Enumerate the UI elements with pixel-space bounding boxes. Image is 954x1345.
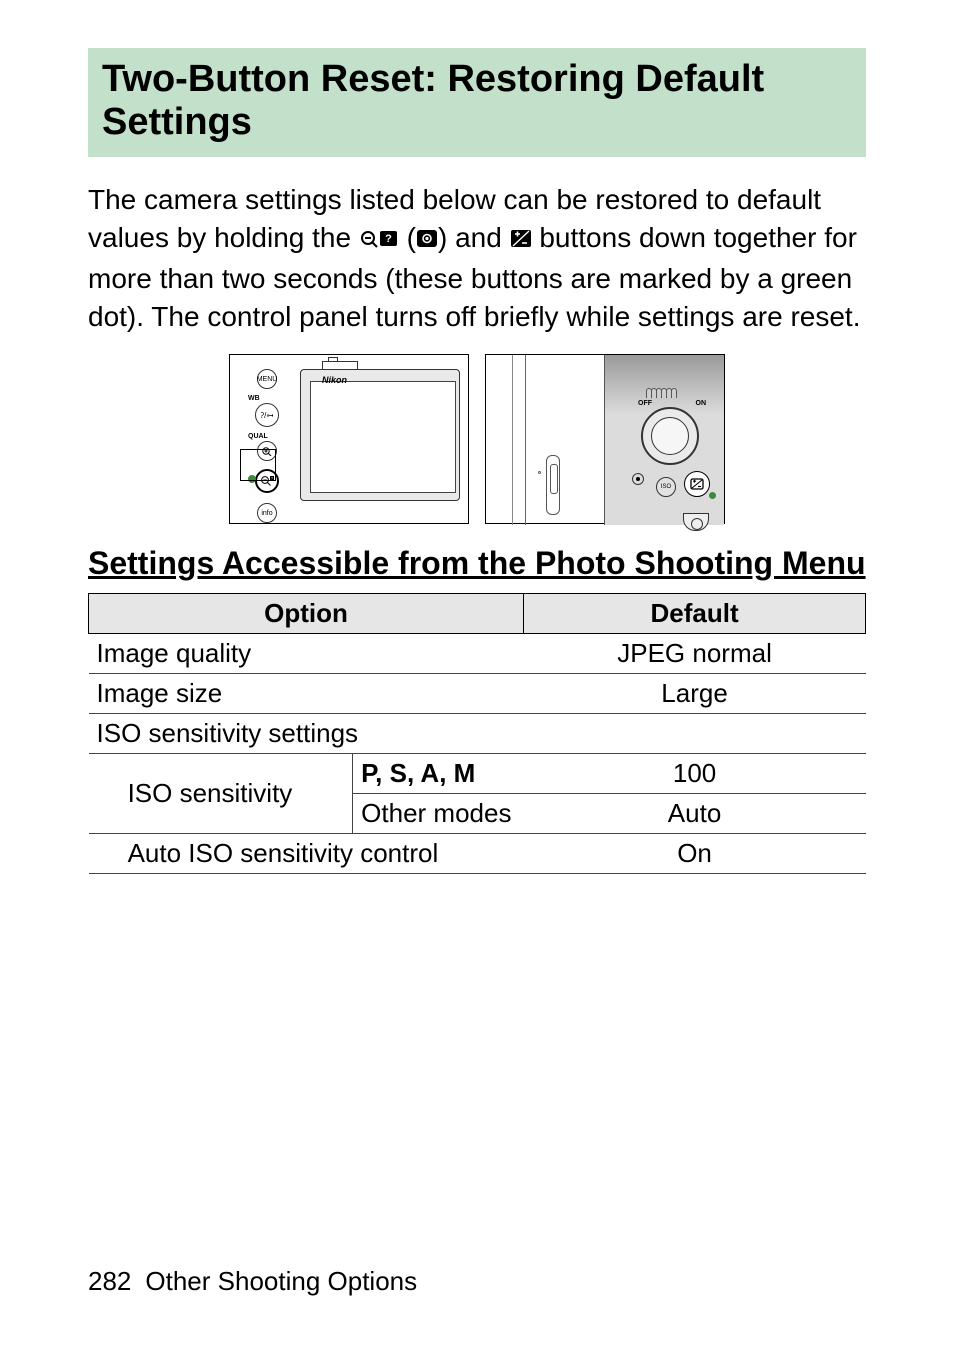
- page: Two-Button Reset: Restoring Default Sett…: [0, 0, 954, 1345]
- table-header-row: Option Default: [89, 593, 866, 633]
- intro-paragraph: The camera settings listed below can be …: [88, 181, 866, 336]
- page-number: 282: [88, 1266, 131, 1297]
- on-label: ON: [696, 400, 707, 407]
- highlight-box-left: [240, 449, 276, 481]
- opt-iso-sensitivity: ISO sensitivity: [120, 753, 353, 833]
- intro-seg2: (: [399, 222, 416, 253]
- section-subheading: Settings Accessible from the Photo Shoot…: [88, 544, 866, 582]
- metering-icon: [416, 222, 438, 260]
- indent-spacer: [89, 833, 120, 873]
- menu-button-icon: MENU: [257, 369, 277, 389]
- zoom-out-help-icon: ?: [359, 222, 399, 260]
- strap-lug-icon: [683, 513, 709, 531]
- def-image-size: Large: [524, 673, 866, 713]
- opt-image-size: Image size: [89, 673, 524, 713]
- exposure-comp-icon: [510, 222, 532, 260]
- title-band: Two-Button Reset: Restoring Default Sett…: [88, 48, 866, 157]
- brand-label: Nikon: [322, 375, 347, 385]
- def-iso-other: Auto: [524, 793, 866, 833]
- figures-row: Nikon MENU WB ?/⊶ QUAL ? info: [88, 354, 866, 524]
- def-auto-iso: On: [524, 833, 866, 873]
- def-iso-psam: 100: [524, 753, 866, 793]
- table-row: Image quality JPEG normal: [89, 633, 866, 673]
- svg-text:?: ?: [385, 233, 392, 245]
- table-row: ISO sensitivity P, S, A, M 100: [89, 753, 866, 793]
- modes-psam: P, S, A, M: [353, 753, 524, 793]
- col-default: Default: [524, 593, 866, 633]
- svg-text:?/⊶: ?/⊶: [261, 411, 273, 420]
- col-option: Option: [89, 593, 524, 633]
- page-footer: 282 Other Shooting Options: [88, 1266, 866, 1297]
- table-row: ISO sensitivity settings: [89, 713, 866, 753]
- wb-label: WB: [248, 395, 290, 402]
- indent-spacer: [89, 753, 120, 833]
- camera-back-figure: Nikon MENU WB ?/⊶ QUAL ? info: [229, 354, 469, 524]
- page-title: Two-Button Reset: Restoring Default Sett…: [102, 58, 852, 143]
- info-button-icon: info: [257, 503, 277, 523]
- footer-section: Other Shooting Options: [145, 1266, 417, 1297]
- opt-auto-iso: Auto ISO sensitivity control: [120, 833, 524, 873]
- wb-button-icon: ?/⊶: [255, 403, 279, 427]
- table-row: Image size Large: [89, 673, 866, 713]
- group-iso-settings: ISO sensitivity settings: [89, 713, 866, 753]
- table-row: Auto ISO sensitivity control On: [89, 833, 866, 873]
- intro-seg3: ) and: [438, 222, 510, 253]
- def-image-quality: JPEG normal: [524, 633, 866, 673]
- settings-table: Option Default Image quality JPEG normal…: [88, 593, 866, 874]
- strap-slot-icon: [546, 455, 560, 515]
- camera-top-figure: OFF ON ISO: [485, 354, 725, 524]
- modes-other: Other modes: [353, 793, 524, 833]
- off-label: OFF: [638, 400, 652, 407]
- opt-image-quality: Image quality: [89, 633, 524, 673]
- qual-label: QUAL: [248, 433, 290, 440]
